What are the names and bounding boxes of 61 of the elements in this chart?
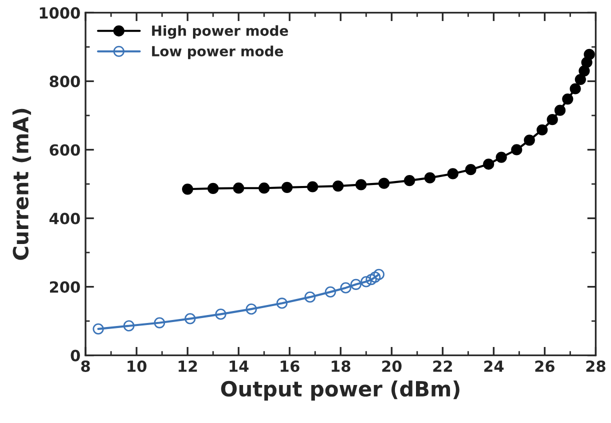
point bbox=[483, 158, 494, 170]
point bbox=[562, 93, 574, 105]
point bbox=[182, 184, 194, 195]
y-tick-label: 800 bbox=[50, 76, 80, 88]
x-tick-label: 24 bbox=[484, 360, 504, 372]
legend-label: Low power mode bbox=[152, 46, 283, 60]
point bbox=[366, 274, 377, 286]
x-tick-label: 26 bbox=[535, 360, 555, 372]
point bbox=[304, 292, 316, 303]
x-tick-label: 16 bbox=[280, 360, 300, 372]
x-tick-label: 8 bbox=[81, 360, 90, 372]
x-tick-label: 10 bbox=[128, 360, 146, 372]
point bbox=[496, 152, 507, 163]
x-axis-title: Output power (dBm) bbox=[221, 380, 460, 401]
point bbox=[324, 286, 336, 298]
x-tick-label: 20 bbox=[382, 360, 402, 372]
x-tick-label: 12 bbox=[178, 360, 197, 372]
point bbox=[184, 313, 196, 324]
point bbox=[424, 172, 436, 184]
point bbox=[574, 74, 586, 86]
x-tick-label: 18 bbox=[332, 360, 350, 372]
point bbox=[154, 317, 166, 328]
point bbox=[536, 124, 548, 136]
point bbox=[373, 268, 384, 280]
point bbox=[370, 272, 381, 283]
point bbox=[276, 298, 288, 309]
point bbox=[524, 134, 535, 146]
point bbox=[355, 179, 367, 190]
point bbox=[511, 144, 522, 156]
point bbox=[307, 181, 318, 192]
y-tick-label: 0 bbox=[70, 350, 80, 362]
point bbox=[360, 276, 372, 288]
y-tick-label: 400 bbox=[49, 212, 80, 224]
legend-label: High power mode bbox=[152, 25, 288, 39]
point bbox=[208, 182, 219, 194]
y-tick-label: 600 bbox=[50, 144, 80, 156]
point bbox=[332, 180, 344, 192]
point bbox=[546, 114, 558, 126]
point bbox=[123, 320, 134, 332]
x-tick-label: 28 bbox=[586, 360, 606, 372]
x-tick-label: 14 bbox=[230, 360, 249, 372]
point bbox=[378, 178, 390, 189]
point bbox=[350, 278, 362, 290]
point bbox=[447, 168, 458, 180]
point bbox=[554, 104, 566, 116]
point bbox=[584, 48, 595, 60]
point bbox=[215, 308, 226, 320]
point bbox=[92, 323, 104, 334]
point bbox=[570, 83, 581, 94]
x-tick-label: 22 bbox=[433, 360, 452, 372]
point bbox=[404, 175, 416, 186]
point bbox=[246, 304, 257, 315]
point bbox=[233, 182, 244, 194]
point bbox=[578, 65, 590, 76]
y-tick-label: 200 bbox=[50, 281, 80, 293]
y-axis-title: Current (mA) bbox=[12, 108, 32, 260]
point bbox=[258, 182, 270, 194]
point bbox=[282, 182, 293, 193]
point bbox=[340, 282, 352, 294]
y-tick-label: 1000 bbox=[40, 7, 80, 19]
point bbox=[465, 164, 476, 176]
